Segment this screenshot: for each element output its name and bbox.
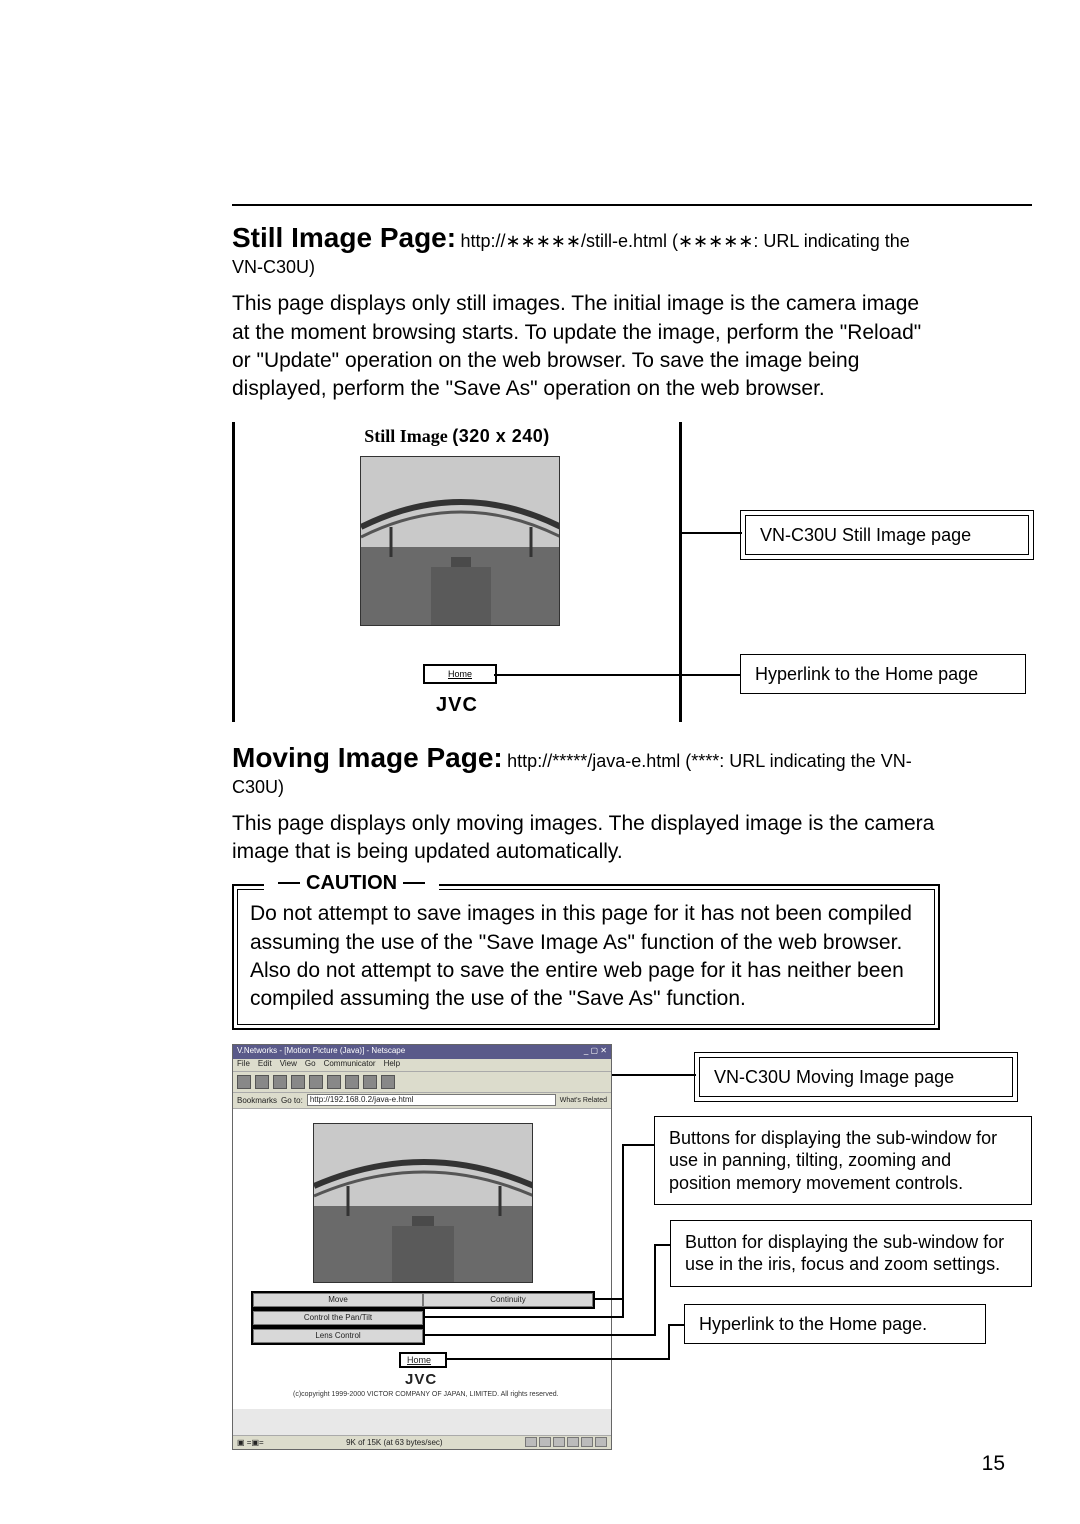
jvc-logo: JVC (405, 1371, 437, 1388)
home-hyperlink-label: Home (448, 669, 472, 679)
connector-line (668, 1324, 684, 1326)
still-figure: Still Image (320 x 240) Home JVC (232, 422, 940, 722)
connector-line (622, 1144, 654, 1146)
menu-view[interactable]: View (280, 1059, 297, 1071)
connector-line (682, 532, 742, 534)
pan-controls-outline (251, 1291, 595, 1309)
address-input[interactable]: http://192.168.0.2/java-e.html (307, 1094, 556, 1106)
browser-titlebar: V.Networks - [Motion Picture (Java)] - N… (233, 1045, 611, 1059)
moving-photo (313, 1123, 533, 1283)
browser-title-text: V.Networks - [Motion Picture (Java)] - N… (237, 1046, 405, 1058)
window-controls[interactable]: _ ▢ ✕ (584, 1046, 607, 1058)
goto-label: Go to: (281, 1096, 303, 1105)
copyright-text: (c)copyright 1999-2000 VICTOR COMPANY OF… (293, 1391, 559, 1398)
connector-line (654, 1244, 656, 1336)
connector-line (424, 1334, 656, 1336)
menu-help[interactable]: Help (384, 1059, 400, 1071)
connector-line (622, 1298, 624, 1318)
status-tray (525, 1437, 607, 1447)
browser-statusbar: ▣ =▣= 9K of 15K (at 63 bytes/sec) (233, 1435, 611, 1449)
lens-outline (251, 1327, 425, 1345)
callout-home-link: Hyperlink to the Home page (740, 654, 1026, 695)
still-photo (360, 456, 560, 626)
menu-edit[interactable]: Edit (258, 1059, 272, 1071)
toolbar-search-icon[interactable] (309, 1075, 323, 1089)
browser-addressbar[interactable]: Bookmarks Go to: http://192.168.0.2/java… (233, 1093, 611, 1109)
menu-communicator[interactable]: Communicator (324, 1059, 376, 1071)
toolbar-home-icon[interactable] (291, 1075, 305, 1089)
callout-moving-page: VN-C30U Moving Image page (699, 1057, 1013, 1098)
toolbar-reload-icon[interactable] (273, 1075, 287, 1089)
caution-body: Do not attempt to save images in this pa… (250, 900, 922, 1013)
connector-line (424, 1316, 624, 1318)
menu-file[interactable]: File (237, 1059, 250, 1071)
tray-icon[interactable] (581, 1437, 593, 1447)
toolbar-back-icon[interactable] (237, 1075, 251, 1089)
tray-icon[interactable] (525, 1437, 537, 1447)
still-panel: Still Image (320 x 240) Home JVC (232, 422, 682, 722)
page: Still Image Page: http://∗∗∗∗∗/still-e.h… (0, 0, 1080, 1524)
home-hyperlink-button[interactable]: Home (423, 664, 497, 684)
top-rule (232, 204, 1032, 206)
connector-line (612, 1074, 696, 1076)
browser-window: V.Networks - [Motion Picture (Java)] - N… (232, 1044, 612, 1450)
toolbar-guide-icon[interactable] (327, 1075, 341, 1089)
callout-still-page: VN-C30U Still Image page (745, 515, 1029, 556)
tray-icon[interactable] (595, 1437, 607, 1447)
callout-pan-controls: Buttons for displaying the sub-window fo… (654, 1116, 1032, 1206)
caution-box: CAUTION Do not attempt to save images in… (232, 884, 940, 1029)
browser-content: Move Continuity Control the Pan/Tilt Len… (233, 1109, 611, 1409)
whats-related[interactable]: What's Related (560, 1097, 607, 1104)
still-body: This page displays only still images. Th… (232, 290, 940, 403)
toolbar-print-icon[interactable] (345, 1075, 359, 1089)
connector-line (668, 1324, 670, 1360)
callout-home-link: Hyperlink to the Home page. (684, 1304, 986, 1345)
toolbar-security-icon[interactable] (363, 1075, 377, 1089)
still-panel-title-a: Still Image (364, 426, 448, 446)
tray-icon[interactable] (539, 1437, 551, 1447)
moving-title: Moving Image Page: (232, 742, 503, 773)
connector-line (594, 1298, 624, 1300)
status-left-icons: ▣ =▣= (237, 1438, 264, 1447)
tray-icon[interactable] (567, 1437, 579, 1447)
bookmarks-label[interactable]: Bookmarks (237, 1096, 277, 1105)
still-panel-title-b: (320 x 240) (452, 426, 550, 446)
toolbar-forward-icon[interactable] (255, 1075, 269, 1089)
pantilt-outline (251, 1309, 425, 1327)
caution-legend: CAUTION (264, 872, 439, 895)
browser-menubar[interactable]: File Edit View Go Communicator Help (233, 1059, 611, 1071)
menu-go[interactable]: Go (305, 1059, 316, 1071)
still-heading: Still Image Page: http://∗∗∗∗∗/still-e.h… (232, 220, 940, 280)
callout-lens-controls: Button for displaying the sub-window for… (670, 1220, 1032, 1287)
connector-line (494, 674, 740, 676)
still-panel-title: Still Image (320 x 240) (235, 426, 679, 447)
connector-line (654, 1244, 670, 1246)
moving-figure: V.Networks - [Motion Picture (Java)] - N… (232, 1044, 940, 1464)
tray-icon[interactable] (553, 1437, 565, 1447)
moving-body: This page displays only moving images. T… (232, 810, 940, 867)
page-number: 15 (982, 1452, 1005, 1476)
home-outline (399, 1352, 447, 1368)
moving-heading: Moving Image Page: http://*****/java-e.h… (232, 740, 940, 800)
still-title: Still Image Page: (232, 222, 456, 253)
toolbar-stop-icon[interactable] (381, 1075, 395, 1089)
status-text: 9K of 15K (at 63 bytes/sec) (346, 1438, 443, 1447)
connector-line (446, 1358, 670, 1360)
browser-toolbar[interactable] (233, 1071, 611, 1093)
connector-line (622, 1144, 624, 1300)
jvc-logo: JVC (235, 694, 679, 717)
